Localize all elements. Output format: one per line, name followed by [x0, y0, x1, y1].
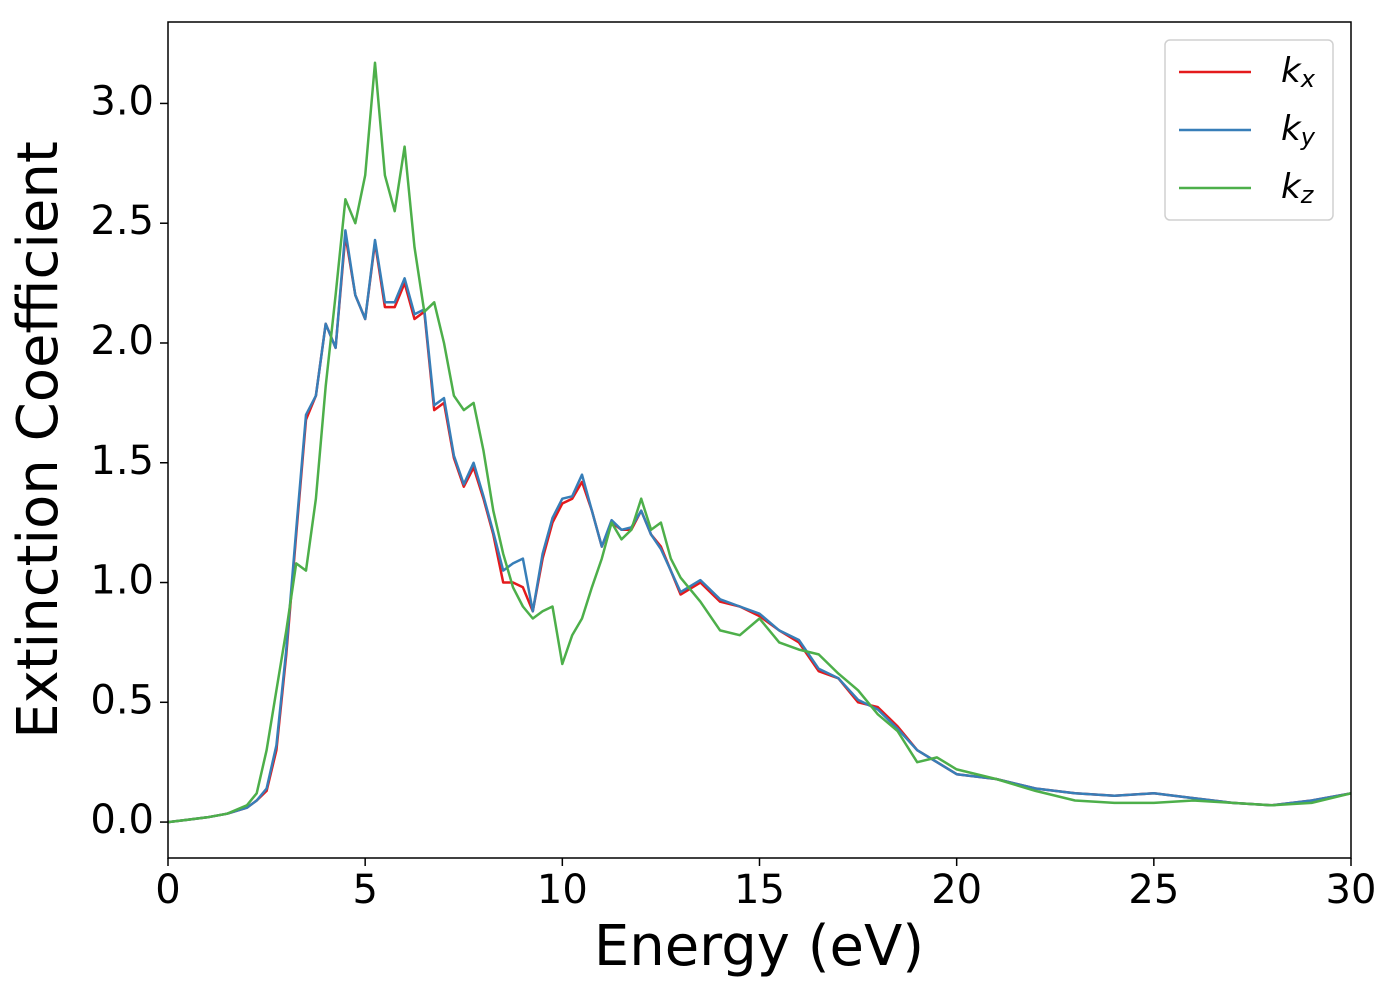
x-tick-label: 5: [352, 867, 377, 913]
y-tick-label: 2.5: [90, 198, 154, 244]
y-tick-label: 0.5: [90, 677, 154, 723]
plot-frame: [167, 21, 1352, 859]
y-tick-label: 1.5: [90, 438, 154, 484]
x-tick-label: 25: [1128, 867, 1179, 913]
x-axis-label: Energy (eV): [594, 914, 924, 979]
series-line: [168, 233, 1351, 824]
series-line: [168, 61, 1351, 824]
y-tick-label: 3.0: [90, 78, 154, 124]
y-tick-label: 0.0: [90, 797, 154, 843]
x-tick-label: 30: [1326, 867, 1377, 913]
x-tick-label: 20: [931, 867, 982, 913]
y-tick-label: 2.0: [90, 318, 154, 364]
x-tick-label: 15: [734, 867, 785, 913]
series-line: [168, 229, 1351, 824]
x-tick-label: 10: [537, 867, 588, 913]
x-tick-label: 0: [155, 867, 180, 913]
y-axis-label: Extinction Coefficient: [6, 141, 71, 739]
y-tick-label: 1.0: [90, 558, 154, 604]
legend-label: kx: [1281, 51, 1316, 94]
legend-label: ky: [1281, 109, 1316, 152]
legend-label: kz: [1281, 167, 1315, 210]
